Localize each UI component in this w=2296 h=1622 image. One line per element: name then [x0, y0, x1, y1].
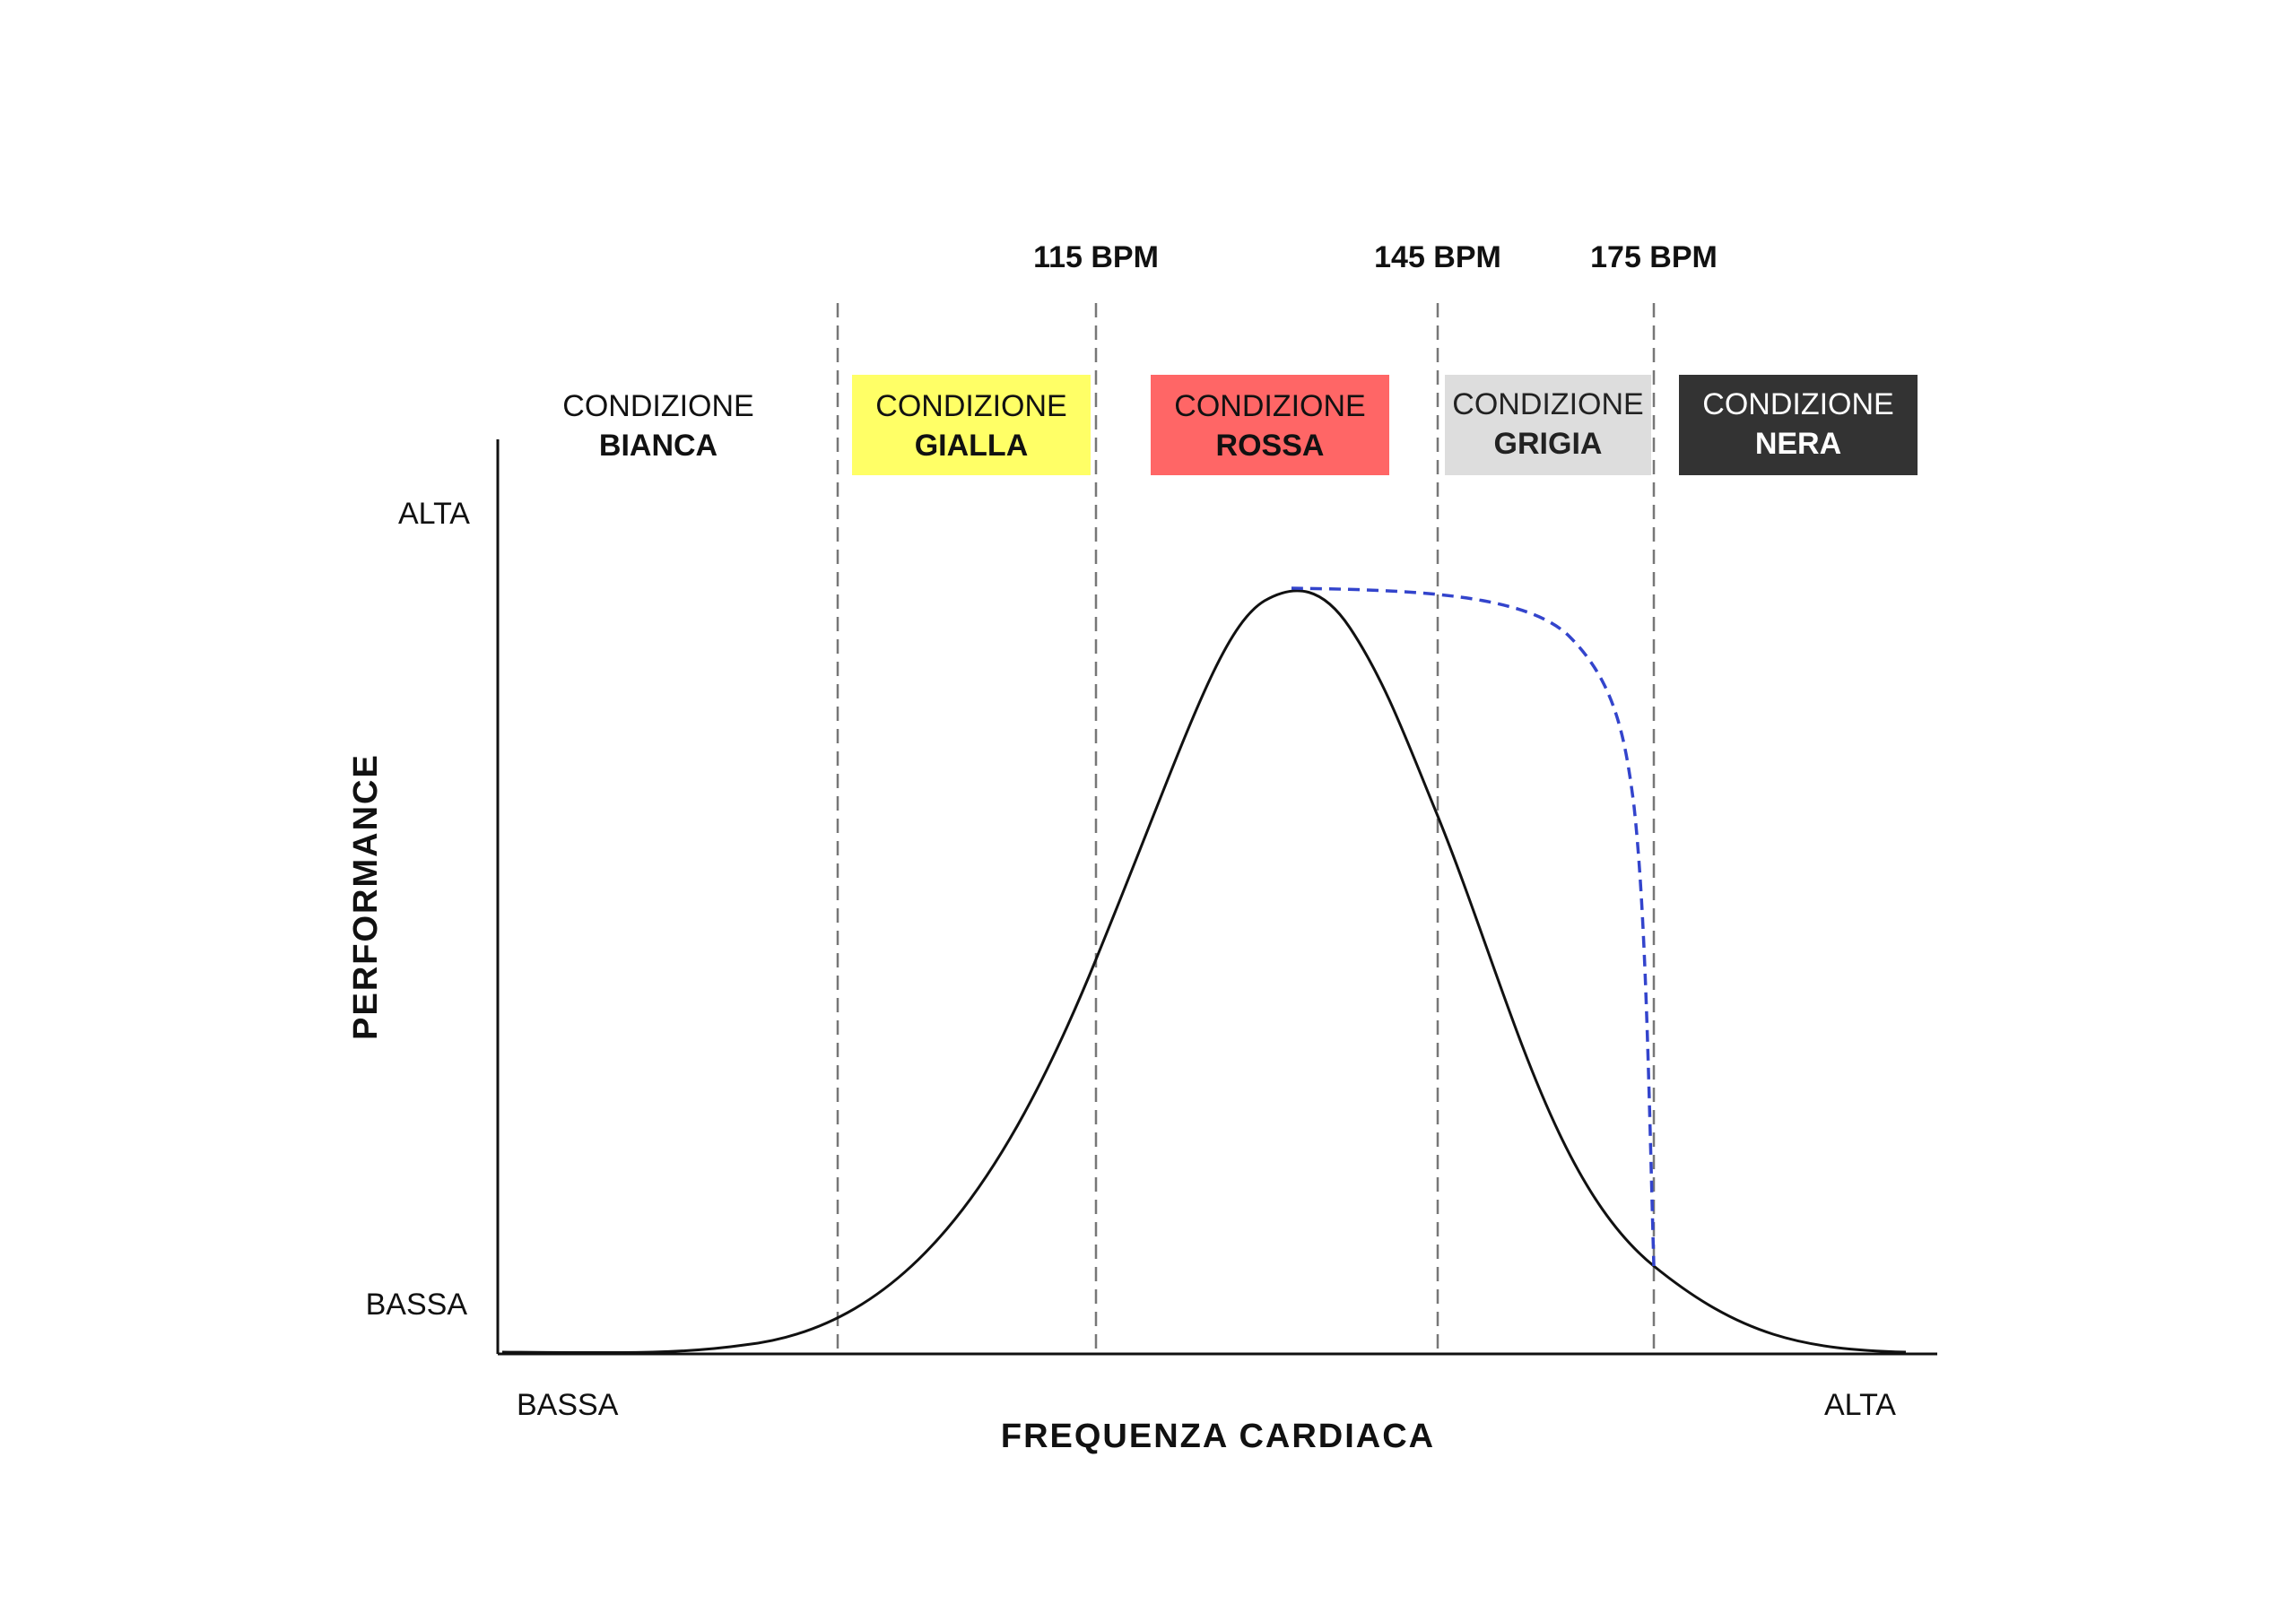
axes: [496, 439, 1937, 1356]
zone-grigia-line1: CONDIZIONE: [1452, 387, 1643, 421]
threshold-label-115: 115 BPM: [1033, 240, 1159, 274]
x-axis-high-label: ALTA: [1824, 1388, 1896, 1422]
x-axis-title: FREQUENZA CARDIACA: [1001, 1418, 1435, 1455]
zone-box-nera: CONDIZIONE NERA: [1679, 375, 1918, 475]
y-axis-title: PERFORMANCE: [347, 753, 385, 1040]
zone-box-bianca-bg: [544, 375, 772, 475]
performance-curve: [501, 589, 1907, 1355]
threshold-labels: 115 BPM 145 BPM 175 BPM: [1033, 240, 1718, 274]
zone-grigia-line2: GRIGIA: [1494, 427, 1603, 461]
zone-gialla-line1: CONDIZIONE: [875, 389, 1066, 423]
threshold-label-175: 175 BPM: [1590, 240, 1718, 274]
y-axis-high-label: ALTA: [398, 497, 470, 531]
zone-box-rossa: CONDIZIONE ROSSA: [1151, 375, 1389, 475]
zone-box-bianca: CONDIZIONE BIANCA: [544, 375, 772, 475]
zone-box-rossa-bg: [1151, 375, 1389, 475]
zone-rossa-line2: ROSSA: [1216, 429, 1325, 463]
y-axis-low-label: BASSA: [366, 1288, 468, 1322]
zone-box-nera-bg: [1679, 375, 1918, 475]
zone-box-gialla-bg: [852, 375, 1091, 475]
zone-box-grigia: CONDIZIONE GRIGIA: [1445, 375, 1651, 475]
zone-rossa-line1: CONDIZIONE: [1174, 389, 1365, 423]
zone-gialla-line2: GIALLA: [915, 429, 1029, 463]
zone-box-grigia-bg: [1445, 375, 1651, 475]
x-axis-low-label: BASSA: [517, 1388, 619, 1422]
zone-box-gialla: CONDIZIONE GIALLA: [852, 375, 1091, 475]
sustained-performance-dashed-curve: [1291, 586, 1656, 1267]
zone-bianca-line1: CONDIZIONE: [562, 389, 753, 423]
zone-nera-line2: NERA: [1755, 427, 1841, 461]
zone-nera-line1: CONDIZIONE: [1702, 387, 1893, 421]
zone-dividers: [836, 303, 1656, 1352]
zone-bianca-line2: BIANCA: [599, 429, 718, 463]
threshold-label-145: 145 BPM: [1374, 240, 1501, 274]
